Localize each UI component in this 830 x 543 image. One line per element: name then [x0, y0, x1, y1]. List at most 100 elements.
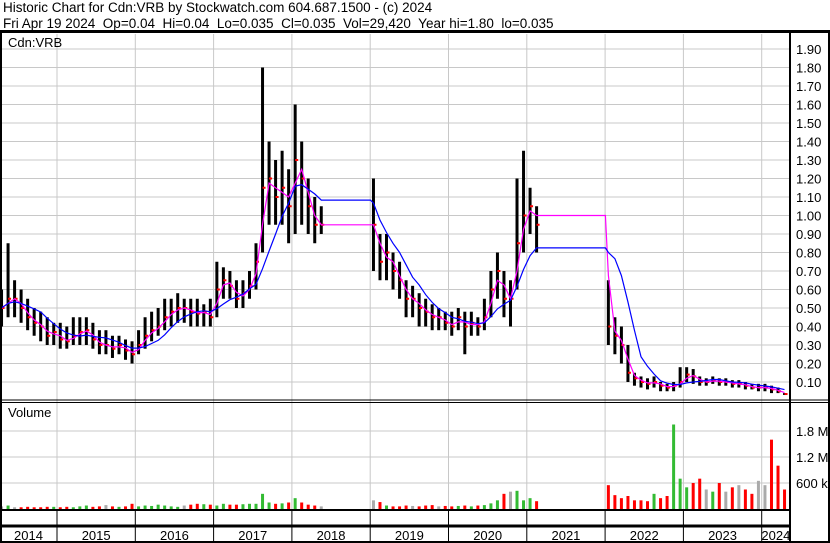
volume-bar — [58, 507, 62, 509]
volume-bar — [6, 505, 10, 509]
volume-tick-label: 600 k — [796, 476, 828, 491]
volume-bar — [78, 506, 82, 509]
volume-bar — [769, 439, 773, 509]
volume-bar — [515, 490, 519, 509]
year-label: 2018 — [317, 528, 346, 543]
volume-bar — [613, 495, 617, 509]
volume-bar — [763, 485, 767, 509]
volume-bar — [678, 478, 682, 509]
grid-lines — [0, 34, 790, 510]
volume-bar — [626, 496, 630, 509]
year-axis: 2014 2015 2016 2017 2018 2019 2020 2021 2022 2023… — [14, 510, 790, 543]
volume-bar — [26, 506, 30, 509]
volume-bar — [385, 505, 389, 509]
volume-bar — [163, 505, 167, 509]
volume-bar — [241, 504, 245, 509]
volume-bar — [254, 503, 258, 509]
volume-tick-label: 1.8 M — [796, 424, 829, 439]
volume-bar — [287, 502, 291, 509]
volume-bar — [267, 502, 271, 509]
volume-bar — [371, 500, 375, 509]
price-tick-label: 0.70 — [796, 264, 821, 279]
price-tick-label: 1.10 — [796, 190, 821, 205]
volume-bar — [756, 480, 760, 509]
volume-bar — [293, 498, 297, 509]
volume-bar — [437, 506, 441, 509]
volume-bar — [215, 505, 219, 509]
volume-bar — [378, 502, 382, 509]
volume-bar — [91, 506, 95, 509]
panel-frames — [0, 33, 830, 543]
price-tick-label: 0.60 — [796, 283, 821, 298]
volume-bar — [659, 498, 663, 509]
volume-bar — [502, 493, 506, 509]
volume-bar — [495, 500, 499, 509]
volume-bar — [274, 503, 278, 509]
volume-bar — [130, 503, 134, 509]
year-label: 2014 — [14, 528, 43, 543]
volume-bar — [443, 505, 447, 509]
volume-bar — [221, 503, 225, 509]
volume-bar — [724, 491, 728, 509]
volume-bar — [39, 507, 43, 509]
volume-bar — [456, 505, 460, 509]
volume-bar — [208, 504, 212, 509]
volume-bar — [234, 504, 238, 509]
price-tick-label: 0.20 — [796, 357, 821, 372]
volume-bar — [404, 505, 408, 509]
price-axis: 1.90 1.80 1.70 1.60 1.50 1.40 1.30 1.20 1.10 1.00… — [796, 42, 821, 390]
year-label: 2016 — [160, 528, 189, 543]
volume-bar — [743, 489, 747, 509]
volume-axis: 1.8 M 1.2 M 600 k — [796, 424, 829, 491]
volume-bar — [535, 501, 539, 509]
volume-bar — [143, 505, 147, 509]
volume-bar — [665, 496, 669, 509]
volume-bar — [117, 506, 121, 509]
volume-bar — [124, 506, 128, 509]
volume-bar — [750, 493, 754, 509]
year-label: 2017 — [238, 528, 267, 543]
volume-bar — [300, 502, 304, 509]
volume-bars — [0, 424, 787, 509]
volume-bar — [169, 506, 173, 509]
volume-bar — [189, 504, 193, 509]
price-tick-label: 0.30 — [796, 338, 821, 353]
price-tick-label: 0.40 — [796, 320, 821, 335]
volume-bar — [704, 489, 708, 509]
ma-long-line — [1, 184, 785, 391]
ma-short-line — [1, 167, 785, 394]
volume-tick-label: 1.2 M — [796, 450, 829, 465]
volume-bar — [717, 483, 721, 509]
volume-bar — [430, 505, 434, 509]
volume-bar — [52, 506, 56, 509]
price-tick-label: 1.80 — [796, 61, 821, 76]
volume-bar — [97, 506, 101, 509]
volume-bar — [632, 500, 636, 509]
volume-bar — [646, 501, 650, 509]
volume-bar — [476, 505, 480, 509]
quote-line: Fri Apr 19 2024 Op=0.04 Hi=0.04 Lo=0.035… — [3, 16, 554, 31]
year-label: 2024 — [761, 528, 790, 543]
volume-bar — [691, 483, 695, 509]
year-label: 2015 — [82, 528, 111, 543]
price-tick-label: 1.60 — [796, 98, 821, 113]
volume-bar — [313, 505, 317, 509]
chart-header: Historic Chart for Cdn:VRB by Stockwatch… — [0, 0, 830, 33]
volume-bar — [482, 505, 486, 509]
volume-bar — [411, 505, 415, 509]
volume-bar — [65, 506, 69, 509]
chart-title: Historic Chart for Cdn:VRB by Stockwatch… — [3, 0, 433, 15]
price-tick-label: 1.90 — [796, 42, 821, 57]
price-tick-label: 0.10 — [796, 375, 821, 390]
volume-bar — [776, 465, 780, 509]
volume-bar — [522, 500, 526, 509]
volume-bar — [45, 506, 49, 509]
volume-bar — [711, 491, 715, 509]
volume-bar — [156, 504, 160, 509]
volume-bar — [13, 507, 17, 509]
volume-bar — [261, 493, 265, 509]
volume-bar — [195, 503, 199, 509]
volume-bar — [450, 506, 454, 509]
volume-bar — [182, 505, 186, 509]
